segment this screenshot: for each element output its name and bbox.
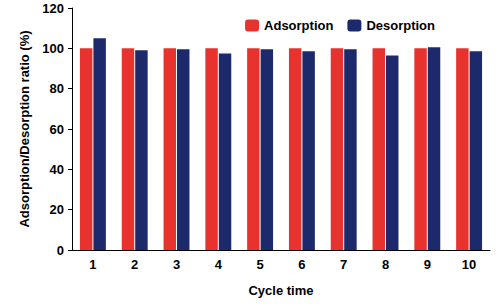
svg-text:40: 40 <box>50 162 64 177</box>
svg-text:20: 20 <box>50 202 64 217</box>
svg-text:1: 1 <box>89 257 96 272</box>
svg-text:Desorption: Desorption <box>366 18 435 33</box>
svg-text:2: 2 <box>131 257 138 272</box>
svg-text:6: 6 <box>298 257 305 272</box>
svg-text:120: 120 <box>42 1 64 16</box>
svg-text:80: 80 <box>50 81 64 96</box>
svg-text:60: 60 <box>50 122 64 137</box>
svg-text:Cycle time: Cycle time <box>248 283 313 298</box>
svg-text:Adsorption/Desorption ratio (%: Adsorption/Desorption ratio (%) <box>17 30 32 227</box>
svg-text:8: 8 <box>382 257 389 272</box>
svg-text:4: 4 <box>215 257 223 272</box>
svg-text:5: 5 <box>256 257 263 272</box>
svg-text:Adsorption: Adsorption <box>264 18 333 33</box>
svg-text:10: 10 <box>462 257 476 272</box>
svg-text:7: 7 <box>340 257 347 272</box>
svg-text:3: 3 <box>173 257 180 272</box>
svg-text:0: 0 <box>57 243 64 258</box>
svg-text:100: 100 <box>42 41 64 56</box>
svg-text:9: 9 <box>424 257 431 272</box>
